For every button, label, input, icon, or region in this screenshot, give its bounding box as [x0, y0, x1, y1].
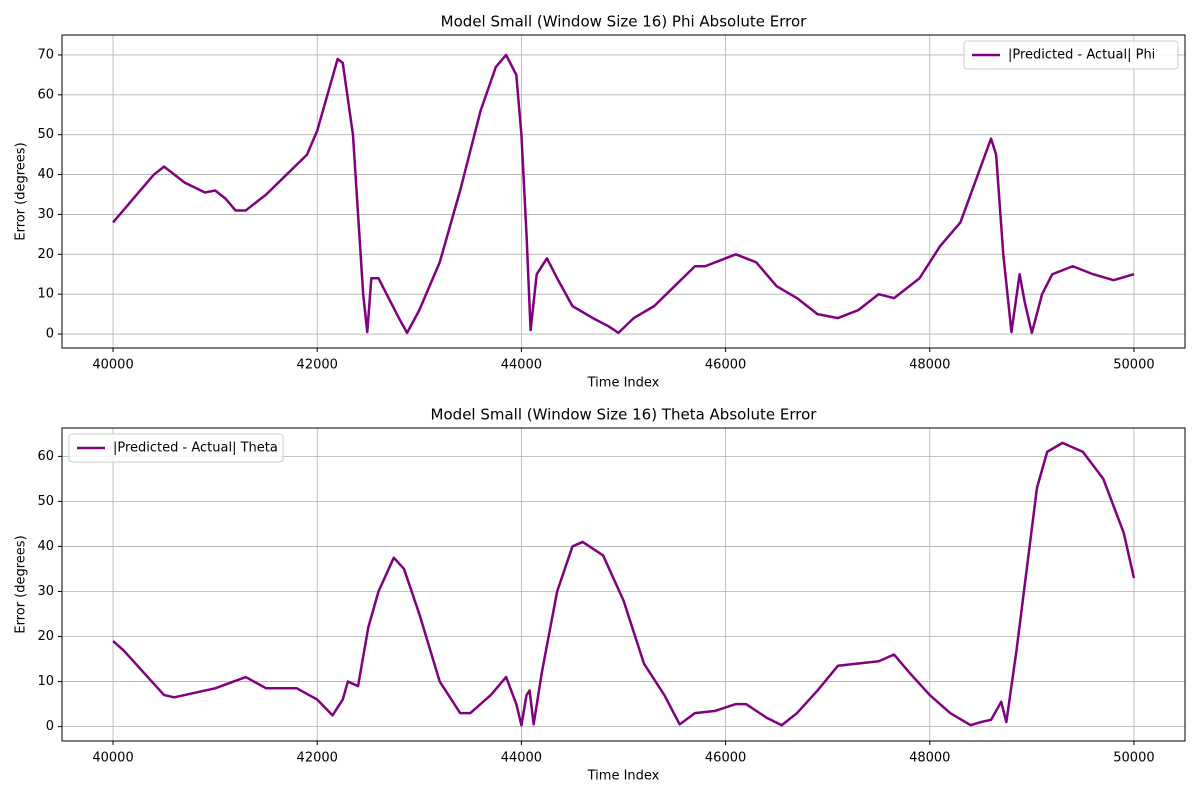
legend-box	[68, 433, 284, 463]
legend-box	[963, 40, 1179, 70]
legend-label: |Predicted - Actual| Theta	[113, 441, 278, 456]
y-tick-label: 0	[46, 719, 54, 734]
x-tick-label: 50000	[1113, 751, 1154, 766]
plot-frame	[61, 427, 1186, 742]
y-tick-label: 70	[37, 47, 54, 62]
y-tick-label: 10	[37, 674, 54, 689]
x-tick-label: 44000	[501, 751, 542, 766]
y-tick-label: 40	[37, 167, 54, 182]
legend-label: |Predicted - Actual| Phi	[1008, 48, 1155, 63]
x-tick-label: 42000	[297, 751, 338, 766]
plot-frame	[61, 34, 1186, 349]
x-tick-label: 46000	[705, 751, 746, 766]
y-axis-label: Error (degrees)	[14, 142, 29, 240]
data-line	[112, 441, 1136, 727]
x-tick-label: 46000	[705, 358, 746, 373]
chart-title: Model Small (Window Size 16) Theta Absol…	[431, 406, 818, 424]
x-tick-label: 40000	[92, 751, 133, 766]
x-tick-label: 40000	[92, 358, 133, 373]
y-tick-label: 20	[37, 629, 54, 644]
x-axis-label: Time Index	[587, 376, 660, 391]
y-tick-label: 30	[37, 584, 54, 599]
y-tick-label: 40	[37, 539, 54, 554]
chart-title: Model Small (Window Size 16) Phi Absolut…	[441, 13, 807, 31]
y-tick-label: 60	[37, 87, 54, 102]
x-tick-label: 48000	[909, 751, 950, 766]
x-tick-label: 42000	[297, 358, 338, 373]
x-axis-label: Time Index	[587, 769, 660, 784]
data-line	[112, 53, 1135, 335]
y-tick-label: 50	[37, 127, 54, 142]
y-tick-label: 50	[37, 494, 54, 509]
y-tick-label: 30	[37, 207, 54, 222]
y-tick-label: 0	[46, 327, 54, 342]
y-tick-label: 60	[37, 449, 54, 464]
y-axis-label: Error (degrees)	[14, 535, 29, 633]
x-tick-label: 50000	[1113, 358, 1154, 373]
y-tick-label: 20	[37, 247, 54, 262]
x-tick-label: 44000	[501, 358, 542, 373]
x-tick-label: 48000	[909, 358, 950, 373]
y-tick-label: 10	[37, 287, 54, 302]
